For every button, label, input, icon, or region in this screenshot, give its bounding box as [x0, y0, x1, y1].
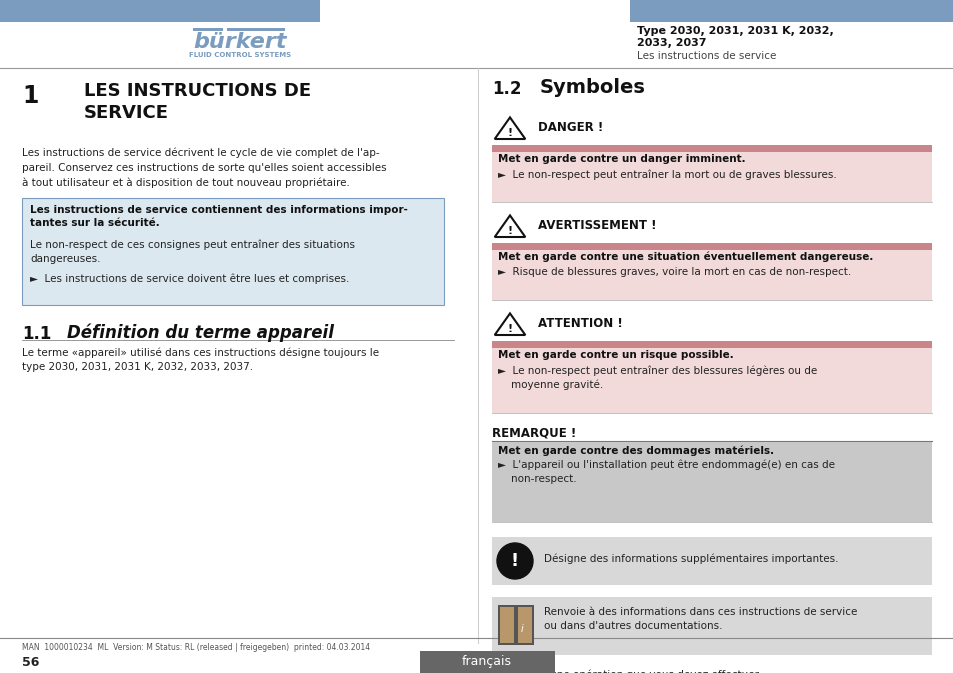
- Text: !: !: [507, 324, 512, 334]
- Text: !: !: [507, 129, 512, 138]
- Text: REMARQUE !: REMARQUE !: [492, 427, 576, 440]
- Text: Symboles: Symboles: [539, 78, 645, 97]
- Text: Désigne des informations supplémentaires importantes.: Désigne des informations supplémentaires…: [543, 554, 838, 564]
- Text: Met en garde contre un danger imminent.: Met en garde contre un danger imminent.: [497, 154, 745, 164]
- Bar: [517, 607, 532, 643]
- Text: Les instructions de service décrivent le cycle de vie complet de l'ap-
pareil. C: Les instructions de service décrivent le…: [22, 148, 386, 188]
- Bar: [22, 198, 443, 305]
- Bar: [629, 0, 953, 22]
- Text: bürkert: bürkert: [193, 32, 287, 52]
- Bar: [492, 250, 931, 300]
- Text: Les instructions de service: Les instructions de service: [637, 51, 776, 61]
- Bar: [492, 597, 931, 655]
- Polygon shape: [495, 215, 525, 237]
- Bar: [499, 607, 515, 643]
- Text: 1: 1: [22, 84, 38, 108]
- Text: Met en garde contre des dommages matériels.: Met en garde contre des dommages matérie…: [497, 445, 773, 456]
- Text: → identifie une opération que vous devez effectuer.: → identifie une opération que vous devez…: [492, 669, 760, 673]
- Text: Met en garde contre une situation éventuellement dangereuse.: Met en garde contre une situation éventu…: [497, 252, 872, 262]
- Text: AVERTISSEMENT !: AVERTISSEMENT !: [537, 219, 656, 232]
- Text: Le terme «appareil» utilisé dans ces instructions désigne toujours le
type 2030,: Le terme «appareil» utilisé dans ces ins…: [22, 347, 378, 372]
- Text: Met en garde contre un risque possible.: Met en garde contre un risque possible.: [497, 350, 733, 360]
- Text: FLUID CONTROL SYSTEMS: FLUID CONTROL SYSTEMS: [189, 52, 291, 58]
- Bar: [419, 651, 555, 673]
- Bar: [227, 28, 285, 31]
- Text: DANGER !: DANGER !: [537, 121, 602, 134]
- Bar: [514, 607, 517, 643]
- Bar: [492, 442, 931, 522]
- Text: ►  L'appareil ou l'installation peut être endommagé(e) en cas de
    non-respect: ► L'appareil ou l'installation peut être…: [497, 460, 834, 485]
- Text: Les instructions de service contiennent des informations impor-
tantes sur la sé: Les instructions de service contiennent …: [30, 205, 408, 228]
- Polygon shape: [495, 117, 525, 139]
- Bar: [492, 152, 931, 202]
- Bar: [497, 605, 534, 645]
- Text: 56: 56: [22, 656, 39, 669]
- Text: MAN  1000010234  ML  Version: M Status: RL (released | freigegeben)  printed: 04: MAN 1000010234 ML Version: M Status: RL …: [22, 643, 370, 652]
- Bar: [492, 348, 931, 413]
- Text: 2033, 2037: 2033, 2037: [637, 38, 706, 48]
- Bar: [492, 145, 931, 152]
- Text: !: !: [507, 226, 512, 236]
- Text: ATTENTION !: ATTENTION !: [537, 317, 622, 330]
- Text: !: !: [511, 552, 518, 570]
- Text: français: français: [461, 656, 512, 668]
- Text: Renvoie à des informations dans ces instructions de service
ou dans d'autres doc: Renvoie à des informations dans ces inst…: [543, 607, 857, 631]
- Text: ►  Risque de blessures graves, voire la mort en cas de non-respect.: ► Risque de blessures graves, voire la m…: [497, 267, 850, 277]
- Text: 1.2: 1.2: [492, 80, 521, 98]
- Bar: [492, 243, 931, 250]
- Text: ►  Les instructions de service doivent être lues et comprises.: ► Les instructions de service doivent êt…: [30, 274, 349, 285]
- Text: Le non-respect de ces consignes peut entraîner des situations
dangereuses.: Le non-respect de ces consignes peut ent…: [30, 240, 355, 264]
- Circle shape: [497, 543, 533, 579]
- Text: LES INSTRUCTIONS DE
SERVICE: LES INSTRUCTIONS DE SERVICE: [84, 82, 311, 122]
- Bar: [0, 0, 319, 22]
- Bar: [492, 537, 931, 585]
- Bar: [193, 28, 223, 31]
- Bar: [492, 341, 931, 348]
- Text: Définition du terme appareil: Définition du terme appareil: [67, 324, 334, 343]
- Text: ►  Le non-respect peut entraîner la mort ou de graves blessures.: ► Le non-respect peut entraîner la mort …: [497, 169, 836, 180]
- Polygon shape: [495, 314, 525, 335]
- Text: 1.1: 1.1: [22, 325, 51, 343]
- Text: i: i: [520, 624, 523, 634]
- Text: Type 2030, 2031, 2031 K, 2032,: Type 2030, 2031, 2031 K, 2032,: [637, 26, 833, 36]
- Text: ►  Le non-respect peut entraîner des blessures légères ou de
    moyenne gravité: ► Le non-respect peut entraîner des bles…: [497, 365, 817, 390]
